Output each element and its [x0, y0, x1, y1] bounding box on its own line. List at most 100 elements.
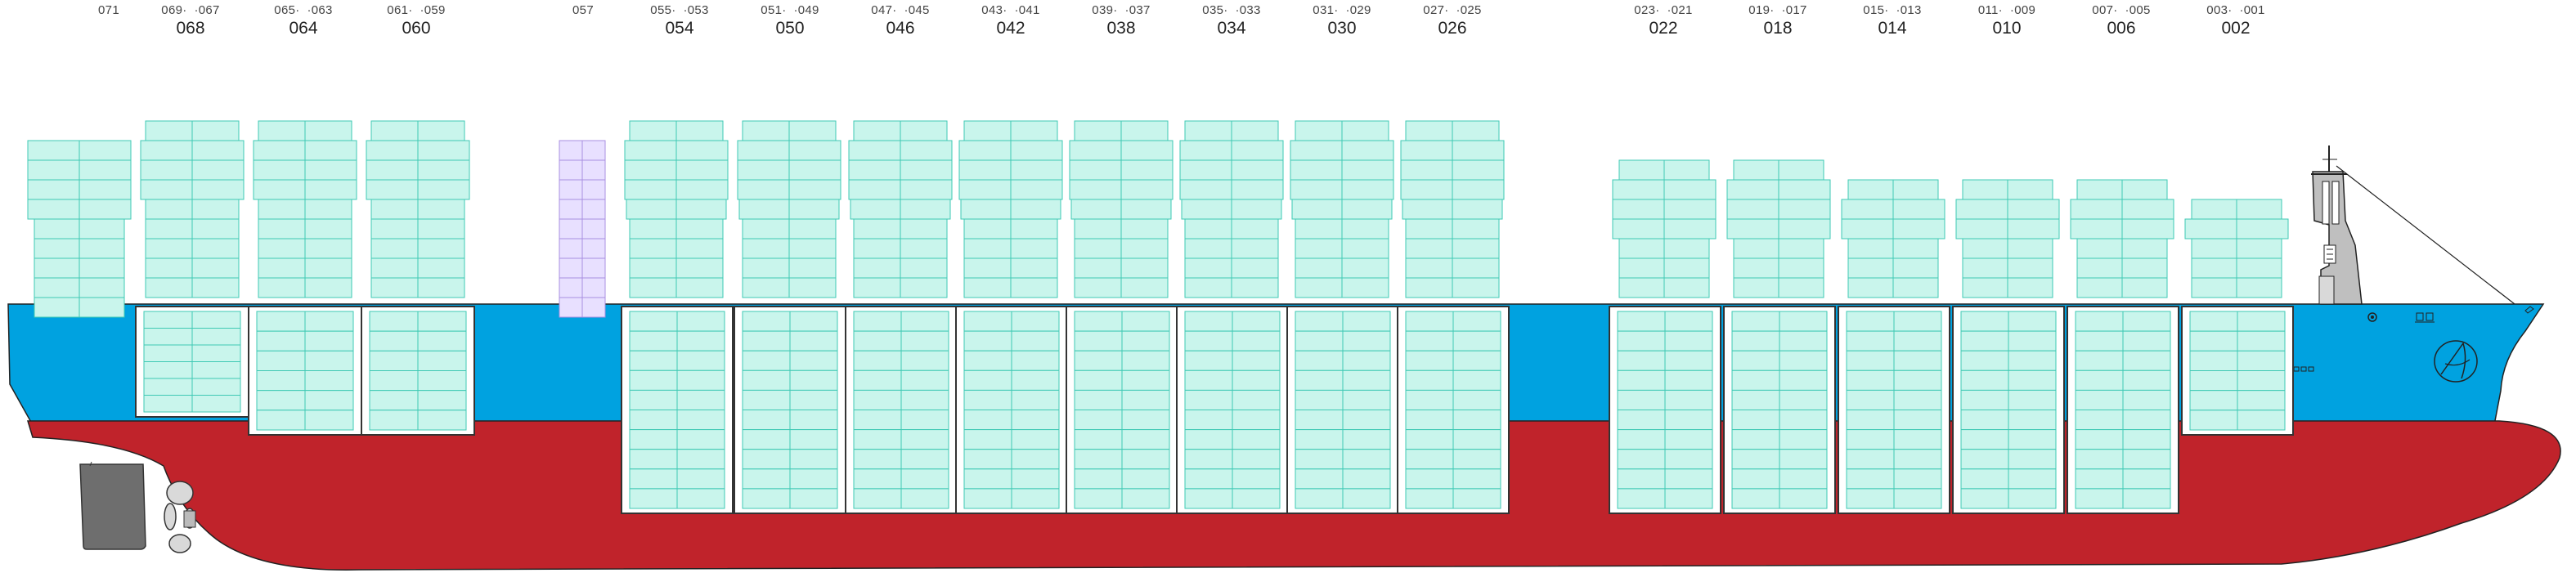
- stack-mid-top-1: [742, 120, 837, 141]
- stack-fwd-low-3: [1962, 238, 2053, 298]
- bay-label-022: 023· ·021 022: [1614, 3, 1712, 38]
- propeller: [164, 481, 196, 553]
- stack-top-1: [258, 120, 352, 141]
- stack-057-reefer: [559, 140, 606, 318]
- bay-number: 002: [2221, 19, 2251, 38]
- bay-label-034: 035· ·033 034: [1183, 3, 1281, 38]
- bay-sub-right: 013: [1900, 3, 1922, 17]
- bay-sub-left: 035: [1202, 3, 1224, 17]
- stack-mid-top-0: [629, 120, 724, 141]
- stack-fwd-wide-4: [2070, 199, 2174, 239]
- stack-mid-top-6: [1295, 120, 1389, 141]
- bay-sub-left: 003: [2206, 3, 2228, 17]
- hold-fwd-2: [1838, 306, 1950, 514]
- bay-sub-right: 009: [2014, 3, 2036, 17]
- stack-071-lower: [34, 218, 125, 318]
- bay-label-042: 043· ·041 042: [962, 3, 1060, 38]
- stack-fwd-top-2: [1847, 179, 1939, 200]
- bay-number: 034: [1217, 19, 1246, 38]
- stack-mid-band-4: [1070, 199, 1172, 220]
- bay-number: 046: [886, 19, 915, 38]
- bay-sub-right: 037: [1129, 3, 1151, 17]
- hold-mid-0: [621, 306, 734, 514]
- stack-mid-wide-1: [737, 140, 841, 200]
- stack-fwd-top-3: [1962, 179, 2053, 200]
- bay-sub-left: 007: [2092, 3, 2114, 17]
- bay-sub-left: 047: [871, 3, 893, 17]
- stack-fwd-top-5: [2191, 199, 2282, 220]
- hold-aft-2: [361, 306, 475, 436]
- bay-sub-left: 061: [387, 3, 409, 17]
- stack-mid-low-0: [629, 218, 724, 298]
- stack-mid-top-5: [1184, 120, 1279, 141]
- hold-aft-0: [135, 306, 249, 418]
- stack-wide-2: [366, 140, 470, 200]
- stack-fwd-wide-2: [1841, 199, 1945, 239]
- stack-mid-band-2: [850, 199, 951, 220]
- stack-mid-band-3: [960, 199, 1061, 220]
- bay-sub-right: 067: [198, 3, 220, 17]
- bay-label-030: 031· ·029 030: [1293, 3, 1391, 38]
- stack-fwd-low-1: [1733, 238, 1824, 298]
- stack-mid-top-4: [1074, 120, 1169, 141]
- hold-fwd-4: [2067, 306, 2179, 514]
- stack-mid-low-6: [1295, 218, 1389, 298]
- bay-number: 030: [1327, 19, 1357, 38]
- bay-sub-left: 015: [1863, 3, 1885, 17]
- bay-sub-right: 059: [424, 3, 446, 17]
- stack-mid-band-6: [1291, 199, 1393, 220]
- bay-label-054: 055· ·053 054: [631, 3, 729, 38]
- hold-aft-1: [248, 306, 362, 436]
- stack-mid-low-7: [1405, 218, 1500, 298]
- bay-number: 010: [1992, 19, 2022, 38]
- stack-mid-band-7: [1402, 199, 1503, 220]
- bay-label-057: 057: [534, 3, 632, 17]
- stack-mid-wide-2: [848, 140, 953, 200]
- bay-number: 006: [2107, 19, 2136, 38]
- stack-mid-top-7: [1405, 120, 1500, 141]
- bay-sub-right: 021: [1671, 3, 1693, 17]
- bay-label-038: 039· ·037 038: [1072, 3, 1170, 38]
- bridge-superstructure: [2311, 145, 2515, 305]
- stack-fwd-low-2: [1847, 238, 1939, 298]
- stack-top-2: [370, 120, 465, 141]
- stack-mid-wide-5: [1179, 140, 1284, 200]
- bay-sub-right: 041: [1018, 3, 1040, 17]
- bay-sub-left: 051: [761, 3, 783, 17]
- stack-mid-low-2: [853, 218, 948, 298]
- stack-fwd-low-5: [2191, 238, 2282, 298]
- bay-sub-left: 069: [161, 3, 183, 17]
- bay-sub-right: 033: [1239, 3, 1261, 17]
- bay-number: 064: [289, 19, 318, 38]
- stack-low-1: [258, 199, 352, 298]
- bay-number: 050: [775, 19, 805, 38]
- stack-fwd-wide-3: [1955, 199, 2060, 239]
- bay-label-046: 047· ·045 046: [851, 3, 949, 38]
- bay-sub-label: 057: [572, 3, 594, 17]
- bay-number: 026: [1438, 19, 1467, 38]
- stack-fwd-wide-5: [2184, 218, 2289, 239]
- stack-low-0: [145, 199, 240, 298]
- rudder: [79, 463, 146, 550]
- hold-mid-5: [1176, 306, 1289, 514]
- bay-label-014: 015· ·013 014: [1843, 3, 1941, 38]
- bay-label-026: 027· ·025 026: [1403, 3, 1501, 38]
- bay-sub-right: 017: [1785, 3, 1807, 17]
- bay-number: 054: [665, 19, 694, 38]
- bay-sub-right: 001: [2243, 3, 2265, 17]
- bay-sub-left: 039: [1092, 3, 1114, 17]
- stack-top-0: [145, 120, 240, 141]
- bay-number: 038: [1106, 19, 1136, 38]
- stack-071-upper: [27, 140, 132, 220]
- hold-mid-3: [955, 306, 1068, 514]
- bay-number: 014: [1878, 19, 1907, 38]
- bay-number: 018: [1763, 19, 1793, 38]
- bay-sub-left: 031: [1313, 3, 1335, 17]
- stack-wide-0: [140, 140, 245, 200]
- hold-mid-2: [845, 306, 958, 514]
- stack-mid-top-2: [853, 120, 948, 141]
- stack-fwd-wide-0: [1612, 179, 1717, 239]
- hold-fwd-3: [1952, 306, 2065, 514]
